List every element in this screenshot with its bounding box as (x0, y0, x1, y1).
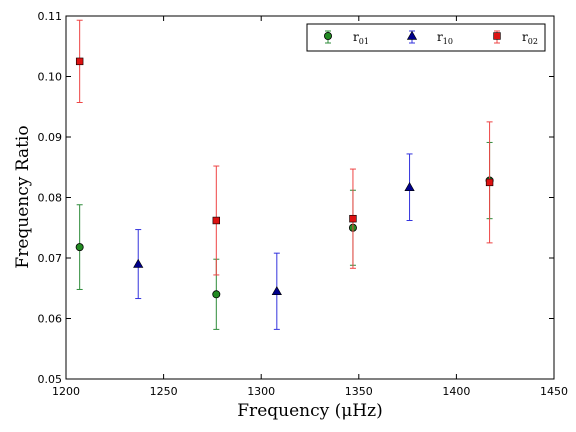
x-tick-label: 1250 (150, 385, 178, 398)
point-r02 (212, 216, 221, 225)
legend-box (306, 23, 546, 52)
series-r10 (133, 153, 415, 330)
y-tick-label: 0.07 (38, 252, 63, 265)
series-r02 (75, 19, 494, 276)
legend-label-main: r (437, 30, 443, 44)
y-tick-label: 0.08 (38, 192, 63, 205)
axis-ticks: 1200 1250 1300 1350 1400 1450 0.05 0.06 0.07 0.08… (38, 10, 569, 398)
legend-item-r01: r01 (323, 30, 369, 46)
point-r10 (133, 258, 144, 268)
point-r02 (485, 178, 494, 187)
y-axis-label: Frequency Ratio (13, 125, 33, 268)
y-tick-label: 0.09 (38, 131, 63, 144)
legend-item-r02: r02 (493, 30, 538, 46)
point-r02 (75, 57, 84, 66)
legend-label-subscript: 02 (528, 37, 538, 46)
y-tick-label: 0.05 (38, 373, 63, 386)
x-tick-label: 1450 (540, 385, 568, 398)
x-tick-label: 1400 (442, 385, 470, 398)
legend-label-r10: r10 (437, 30, 453, 46)
legend-label-subscript: 01 (359, 37, 369, 46)
point-r01 (75, 243, 84, 252)
plot-area (66, 16, 554, 379)
legend: r01 r10 r02 (306, 23, 546, 52)
legend-item-r10: r10 (406, 30, 453, 46)
y-tick-label: 0.11 (38, 10, 63, 23)
legend-label-r01: r01 (353, 30, 369, 46)
legend-label-main: r (353, 30, 359, 44)
x-tick-label: 1200 (52, 385, 80, 398)
x-axis-label: Frequency (μHz) (237, 401, 382, 421)
point-r10 (404, 182, 415, 191)
legend-marker-r10 (406, 30, 418, 40)
y-tick-label: 0.06 (38, 313, 63, 326)
legend-marker-r01 (323, 32, 332, 41)
plot-frame (65, 15, 555, 380)
legend-marker-r02 (493, 32, 501, 40)
point-r10 (271, 286, 282, 296)
y-tick-label: 0.10 (38, 71, 63, 84)
data-marks (75, 19, 494, 330)
legend-label-r02: r02 (522, 30, 538, 46)
legend-label-main: r (522, 30, 528, 44)
x-tick-label: 1300 (247, 385, 275, 398)
legend-label-subscript: 10 (443, 37, 453, 46)
point-r01 (212, 290, 221, 299)
x-tick-label: 1350 (345, 385, 373, 398)
point-r02 (349, 214, 357, 223)
